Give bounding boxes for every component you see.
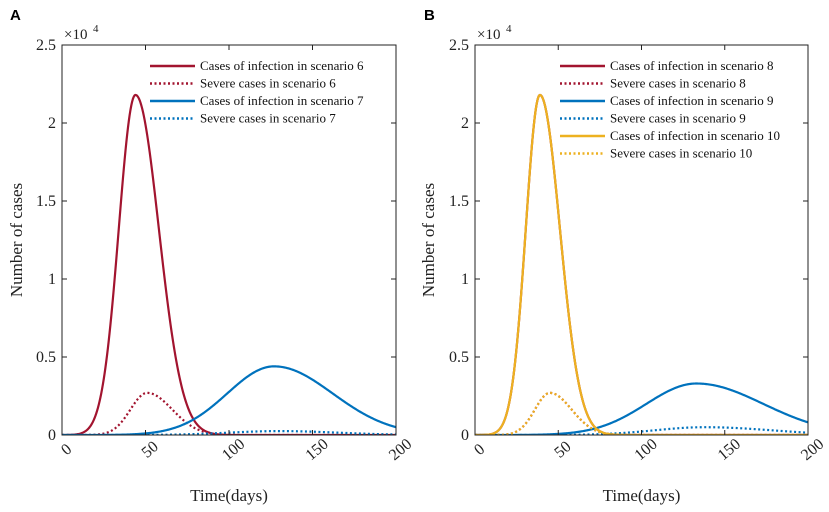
y-multiplier: ×10 <box>477 27 500 43</box>
legend-label-2: Severe cases in scenario 6 <box>200 76 336 91</box>
panel-a: A 0 50 100 150 200 0 0.5 1 1.5 2 2.5 ×10 4 Time(days) N… <box>7 7 415 505</box>
y-tick-label: 2.5 <box>449 37 469 54</box>
plot-area <box>62 93 396 435</box>
series-line-2 <box>62 391 396 435</box>
y-tick-label: 0 <box>461 427 469 444</box>
y-exponent: 4 <box>93 23 99 35</box>
legend-label-4: Severe cases in scenario 7 <box>200 111 336 126</box>
legend-label-4: Severe cases in scenario 9 <box>610 111 746 126</box>
x-tick-label: 150 <box>715 436 744 464</box>
x-tick-label: 50 <box>551 438 574 461</box>
x-tick-label: 0 <box>471 441 488 459</box>
panel-b: B 0 50 100 150 200 0 0.5 1 1.5 2 2.5 ×10 4 Time(days) N… <box>419 7 827 505</box>
y-tick-label: 2 <box>461 115 469 132</box>
x-tick-label: 100 <box>632 436 661 464</box>
panel-letter: A <box>10 7 21 24</box>
y-tick-label: 2 <box>48 115 56 132</box>
legend-label-6: Severe cases in scenario 10 <box>610 146 752 161</box>
series-line-2 <box>475 391 808 435</box>
y-tick-label: 1 <box>461 271 469 288</box>
y-axis-label: Number of cases <box>419 183 438 297</box>
x-tick-label: 200 <box>386 436 415 464</box>
legend-label-3: Cases of infection in scenario 7 <box>200 93 364 108</box>
panel-letter: B <box>424 7 435 24</box>
series-line-3 <box>62 365 396 435</box>
x-tick-label: 200 <box>798 436 827 464</box>
legend-label-2: Severe cases in scenario 8 <box>610 76 746 91</box>
x-tick-label: 50 <box>139 438 162 461</box>
series-line-1 <box>62 93 396 435</box>
series-line-6 <box>475 391 808 435</box>
series-line-3 <box>475 382 808 435</box>
y-exponent: 4 <box>506 23 512 35</box>
legend-label-1: Cases of infection in scenario 8 <box>610 58 774 73</box>
legend-label-3: Cases of infection in scenario 9 <box>610 93 774 108</box>
y-axis-label: Number of cases <box>7 183 26 297</box>
y-tick-label: 0.5 <box>36 349 56 366</box>
y-tick-label: 1.5 <box>449 193 469 210</box>
x-tick-label: 100 <box>219 436 248 464</box>
x-tick-label: 150 <box>303 436 332 464</box>
x-axis-label: Time(days) <box>190 486 268 505</box>
y-tick-label: 0.5 <box>449 349 469 366</box>
legend: Cases of infection in scenario 6 Severe c… <box>150 58 364 126</box>
y-multiplier: ×10 <box>64 27 87 43</box>
x-tick-label: 0 <box>58 441 75 459</box>
x-axis-label: Time(days) <box>603 486 681 505</box>
series-line-5 <box>475 93 808 435</box>
y-tick-label: 1 <box>48 271 56 288</box>
legend-label-1: Cases of infection in scenario 6 <box>200 58 364 73</box>
y-tick-label: 0 <box>48 427 56 444</box>
legend-label-5: Cases of infection in scenario 10 <box>610 128 780 143</box>
legend: Cases of infection in scenario 8 Severe c… <box>560 58 780 161</box>
y-tick-label: 1.5 <box>36 193 56 210</box>
y-tick-label: 2.5 <box>36 37 56 54</box>
